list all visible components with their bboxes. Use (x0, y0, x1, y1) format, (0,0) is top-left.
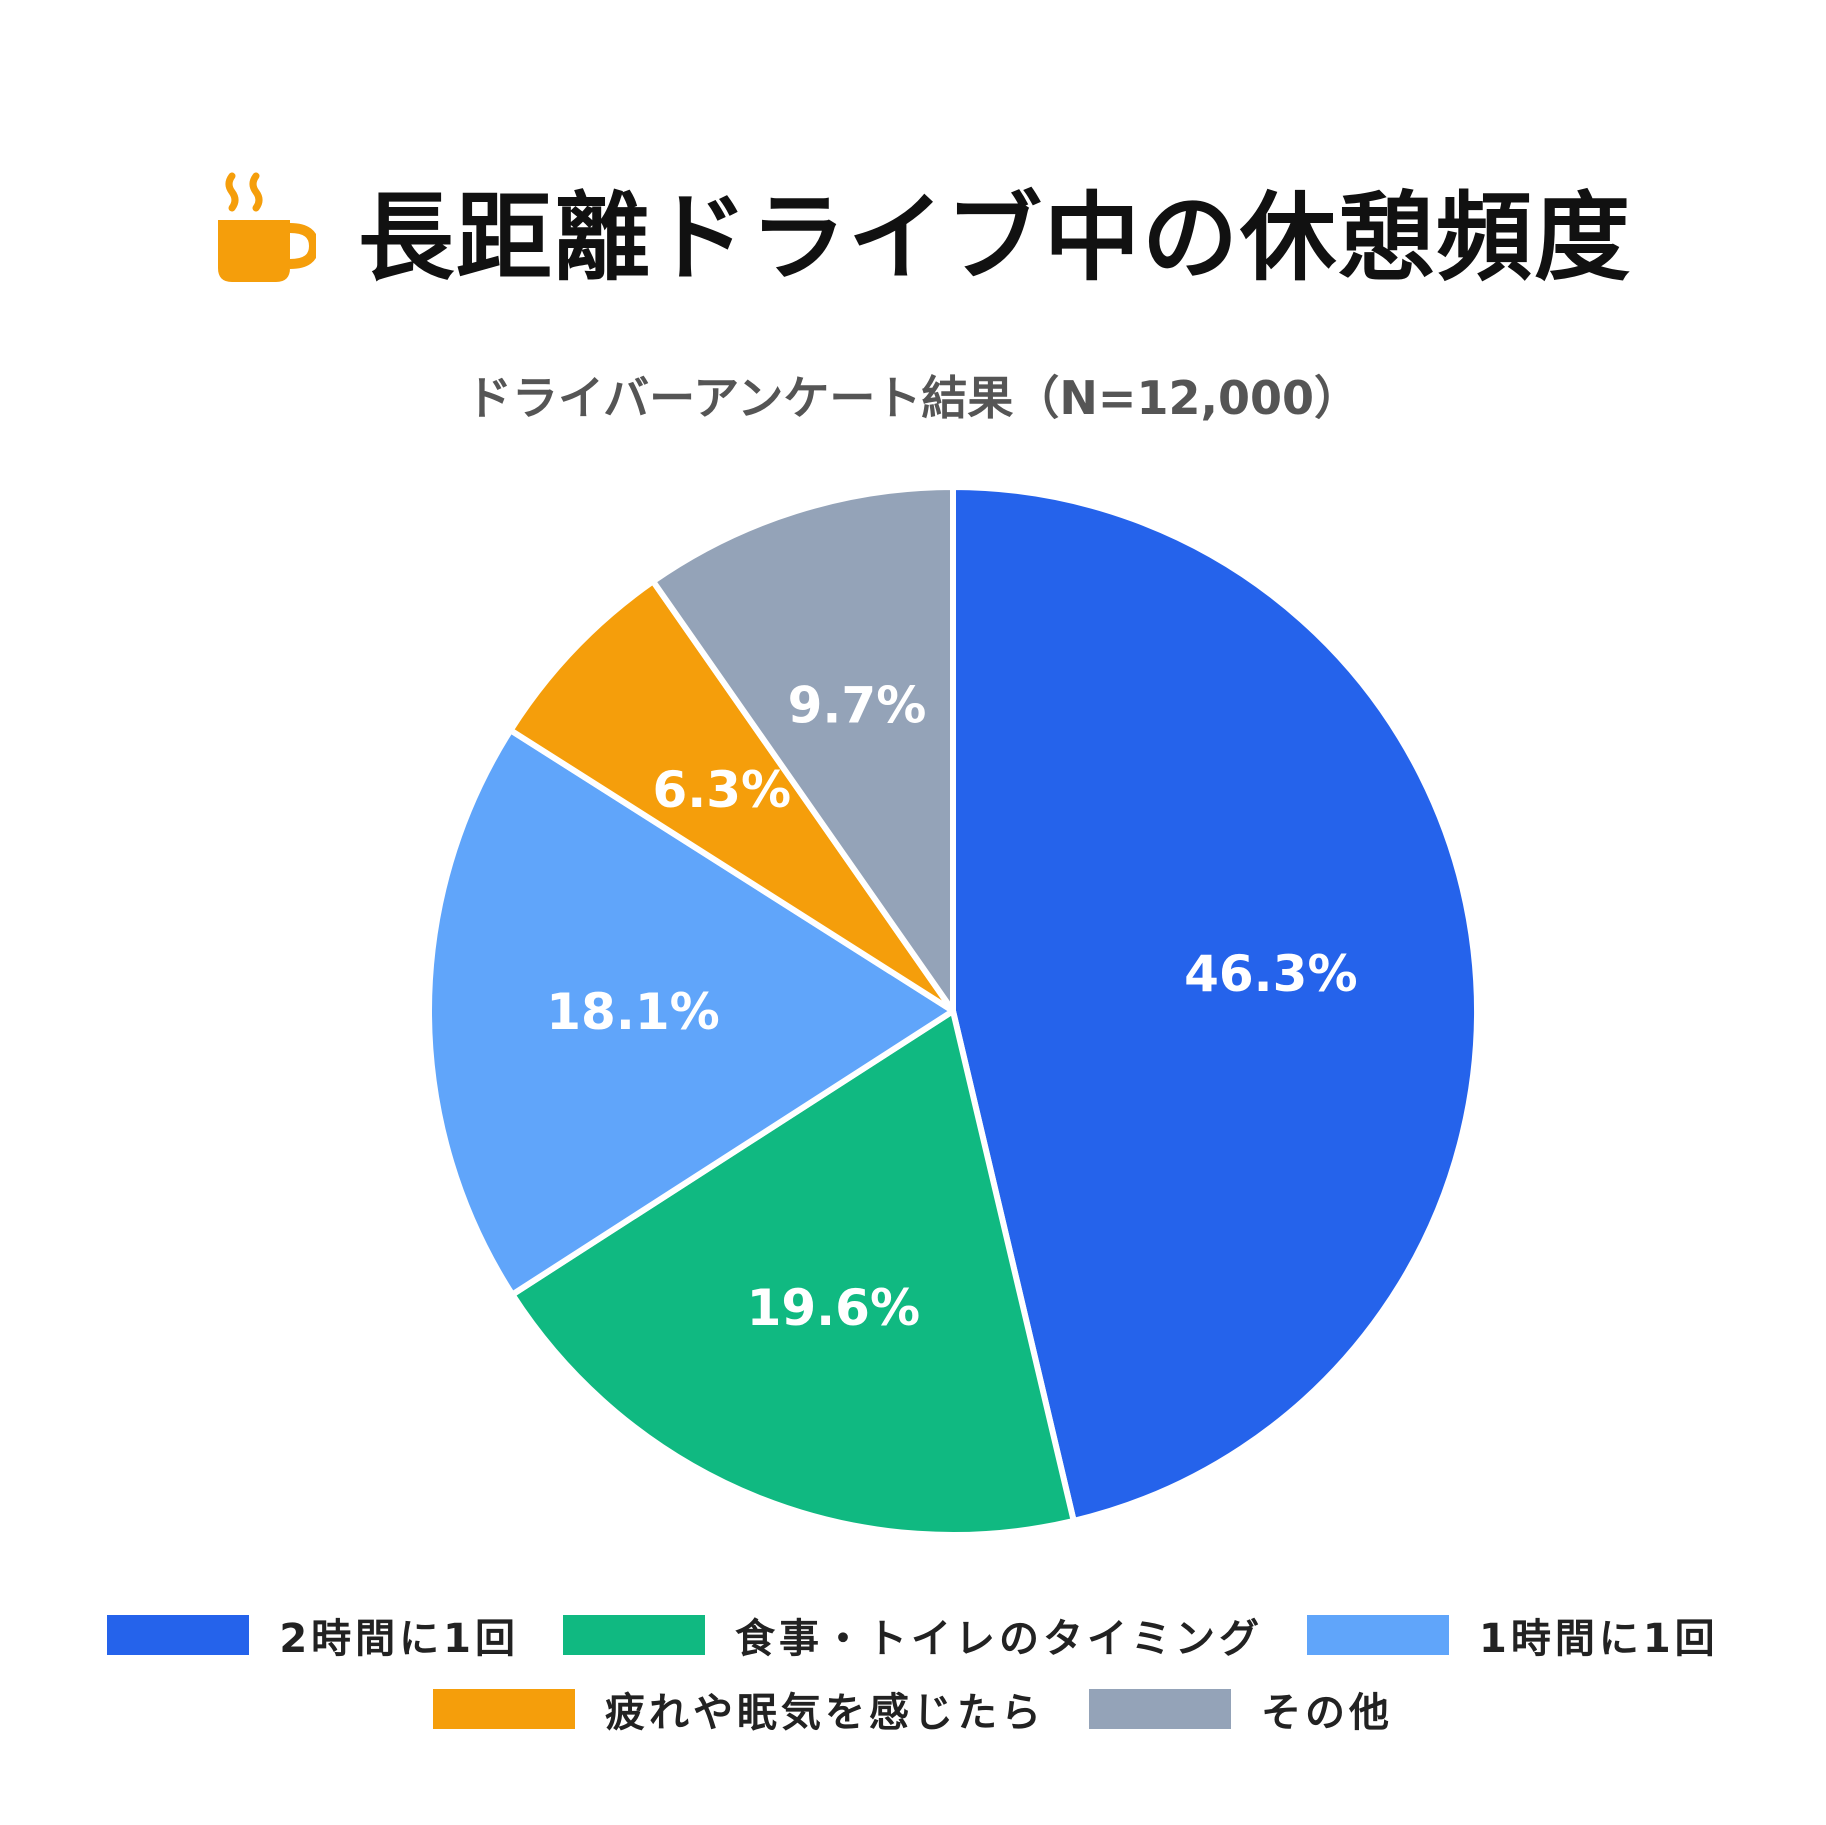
legend-item-2h: 2時間に1回 (107, 1606, 519, 1664)
slice-data-label: 18.1% (546, 983, 719, 1041)
legend-swatch (107, 1615, 250, 1655)
chart-title: 長距離ドライブ中の休憩頻度 (358, 181, 1632, 294)
legend-label: 2時間に1回 (279, 1616, 519, 1662)
legend-item-other: その他 (1089, 1680, 1393, 1738)
legend-row-1: 2時間に1回 食事・トイレのタイミング 1時間に1回 (0, 1606, 1826, 1664)
chart-title-row: 長距離ドライブ中の休憩頻度 (212, 170, 1632, 294)
slice-data-label: 6.3% (652, 761, 791, 819)
legend-item-tired: 疲れや眠気を感じたら (433, 1680, 1045, 1738)
slice-data-label: 46.3% (1184, 945, 1357, 1003)
pie-slice (509, 1008, 1077, 1538)
slice-data-label: 19.6% (747, 1279, 920, 1337)
legend-item-meal-toilet: 食事・トイレのタイミング (563, 1606, 1263, 1664)
pie-slice (507, 578, 956, 1014)
legend-swatch (433, 1689, 575, 1729)
legend-swatch (563, 1615, 705, 1655)
legend-label: その他 (1261, 1690, 1393, 1736)
pie-slice (650, 484, 956, 1014)
coffee-cup-icon (218, 172, 316, 282)
pie-slice (950, 484, 1480, 1524)
slice-data-label: 9.7% (788, 677, 927, 735)
legend-item-1h: 1時間に1回 (1307, 1606, 1719, 1664)
chart-subtitle: ドライバーアンケート結果（N=12,000） (466, 371, 1360, 425)
legend-swatch (1089, 1689, 1231, 1729)
legend-label: 1時間に1回 (1479, 1616, 1719, 1662)
legend-row-2: 疲れや眠気を感じたら その他 (0, 1680, 1826, 1738)
legend-label: 疲れや眠気を感じたら (605, 1690, 1045, 1736)
pie-slice (426, 727, 956, 1298)
legend-swatch (1307, 1615, 1449, 1655)
legend-label: 食事・トイレのタイミング (735, 1616, 1263, 1662)
